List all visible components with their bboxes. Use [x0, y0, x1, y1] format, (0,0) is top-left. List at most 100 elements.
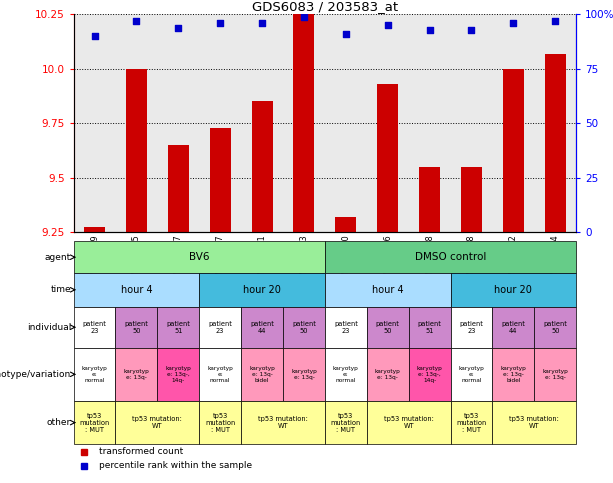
- Bar: [115, 14, 158, 232]
- Bar: [199, 14, 241, 232]
- Bar: [84, 227, 105, 232]
- Bar: [283, 307, 325, 348]
- Bar: [158, 14, 199, 232]
- Bar: [251, 101, 273, 232]
- Text: karyotyp
e: 13q-
bidel: karyotyp e: 13q- bidel: [500, 366, 527, 383]
- Bar: [377, 84, 398, 232]
- Text: karyotyp
e: 13q-,
14q-: karyotyp e: 13q-, 14q-: [417, 366, 443, 383]
- Text: karyotyp
e:
normal: karyotyp e: normal: [207, 366, 233, 383]
- Bar: [335, 216, 356, 232]
- Text: patient
23: patient 23: [83, 321, 107, 334]
- Bar: [115, 401, 199, 444]
- Text: patient
50: patient 50: [543, 321, 567, 334]
- Bar: [451, 14, 492, 232]
- Text: time: time: [50, 285, 71, 294]
- Text: individual: individual: [27, 323, 71, 332]
- Bar: [492, 14, 535, 232]
- Bar: [241, 14, 283, 232]
- Bar: [367, 348, 409, 401]
- Bar: [409, 348, 451, 401]
- Point: [173, 24, 183, 31]
- Bar: [325, 307, 367, 348]
- Bar: [492, 348, 535, 401]
- Point: [425, 26, 435, 33]
- Bar: [158, 348, 199, 401]
- Point: [508, 19, 518, 27]
- Bar: [74, 273, 199, 307]
- Bar: [325, 14, 367, 232]
- Bar: [535, 14, 576, 232]
- Bar: [115, 307, 158, 348]
- Text: percentile rank within the sample: percentile rank within the sample: [99, 461, 252, 470]
- Bar: [74, 242, 325, 273]
- Bar: [451, 348, 492, 401]
- Text: karyotyp
e: 13q-
bidel: karyotyp e: 13q- bidel: [249, 366, 275, 383]
- Bar: [283, 348, 325, 401]
- Bar: [199, 348, 241, 401]
- Bar: [199, 401, 241, 444]
- Text: karyotyp
e: 13q-,
14q-: karyotyp e: 13q-, 14q-: [166, 366, 191, 383]
- Text: karyotyp
e:
normal: karyotyp e: normal: [82, 366, 107, 383]
- Text: BV6: BV6: [189, 252, 210, 262]
- Text: patient
51: patient 51: [166, 321, 190, 334]
- Bar: [115, 348, 158, 401]
- Point: [550, 17, 560, 25]
- Text: karyotyp
e: 13q-: karyotyp e: 13q-: [543, 369, 568, 380]
- Text: karyotyp
e:
normal: karyotyp e: normal: [333, 366, 359, 383]
- Point: [466, 26, 476, 33]
- Text: DMSO control: DMSO control: [415, 252, 486, 262]
- Bar: [158, 307, 199, 348]
- Point: [341, 30, 351, 38]
- Text: patient
23: patient 23: [208, 321, 232, 334]
- Text: tp53 mutation:
WT: tp53 mutation: WT: [132, 416, 182, 429]
- Text: karyotyp
e: 13q-: karyotyp e: 13q-: [123, 369, 150, 380]
- Text: hour 20: hour 20: [495, 285, 532, 295]
- Bar: [451, 273, 576, 307]
- Point: [257, 19, 267, 27]
- Text: genotype/variation: genotype/variation: [0, 370, 71, 379]
- Text: tp53
mutation
: MUT: tp53 mutation : MUT: [79, 412, 110, 433]
- Bar: [325, 273, 451, 307]
- Bar: [545, 54, 566, 232]
- Bar: [535, 348, 576, 401]
- Bar: [241, 307, 283, 348]
- Text: hour 4: hour 4: [121, 285, 152, 295]
- Bar: [419, 167, 440, 232]
- Text: other: other: [47, 418, 71, 427]
- Bar: [283, 14, 325, 232]
- Point: [89, 32, 99, 40]
- Bar: [74, 307, 115, 348]
- Text: patient
44: patient 44: [250, 321, 274, 334]
- Bar: [451, 307, 492, 348]
- Bar: [492, 307, 535, 348]
- Bar: [210, 128, 230, 232]
- Text: tp53
mutation
: MUT: tp53 mutation : MUT: [330, 412, 361, 433]
- Point: [215, 19, 225, 27]
- Bar: [461, 167, 482, 232]
- Bar: [241, 348, 283, 401]
- Bar: [199, 273, 325, 307]
- Text: tp53 mutation:
WT: tp53 mutation: WT: [509, 416, 559, 429]
- Bar: [409, 307, 451, 348]
- Bar: [126, 69, 147, 232]
- Bar: [74, 348, 115, 401]
- Text: patient
50: patient 50: [124, 321, 148, 334]
- Bar: [367, 401, 451, 444]
- Text: tp53 mutation:
WT: tp53 mutation: WT: [258, 416, 308, 429]
- Text: patient
44: patient 44: [501, 321, 525, 334]
- Bar: [451, 401, 492, 444]
- Bar: [503, 69, 524, 232]
- Text: karyotyp
e: 13q-: karyotyp e: 13q-: [291, 369, 317, 380]
- Bar: [409, 14, 451, 232]
- Bar: [168, 145, 189, 232]
- Text: patient
51: patient 51: [417, 321, 441, 334]
- Text: tp53
mutation
: MUT: tp53 mutation : MUT: [205, 412, 235, 433]
- Bar: [325, 348, 367, 401]
- Point: [131, 17, 141, 25]
- Text: agent: agent: [45, 253, 71, 262]
- Text: patient
50: patient 50: [376, 321, 400, 334]
- Bar: [199, 307, 241, 348]
- Text: patient
23: patient 23: [334, 321, 358, 334]
- Text: tp53
mutation
: MUT: tp53 mutation : MUT: [456, 412, 487, 433]
- Bar: [325, 242, 576, 273]
